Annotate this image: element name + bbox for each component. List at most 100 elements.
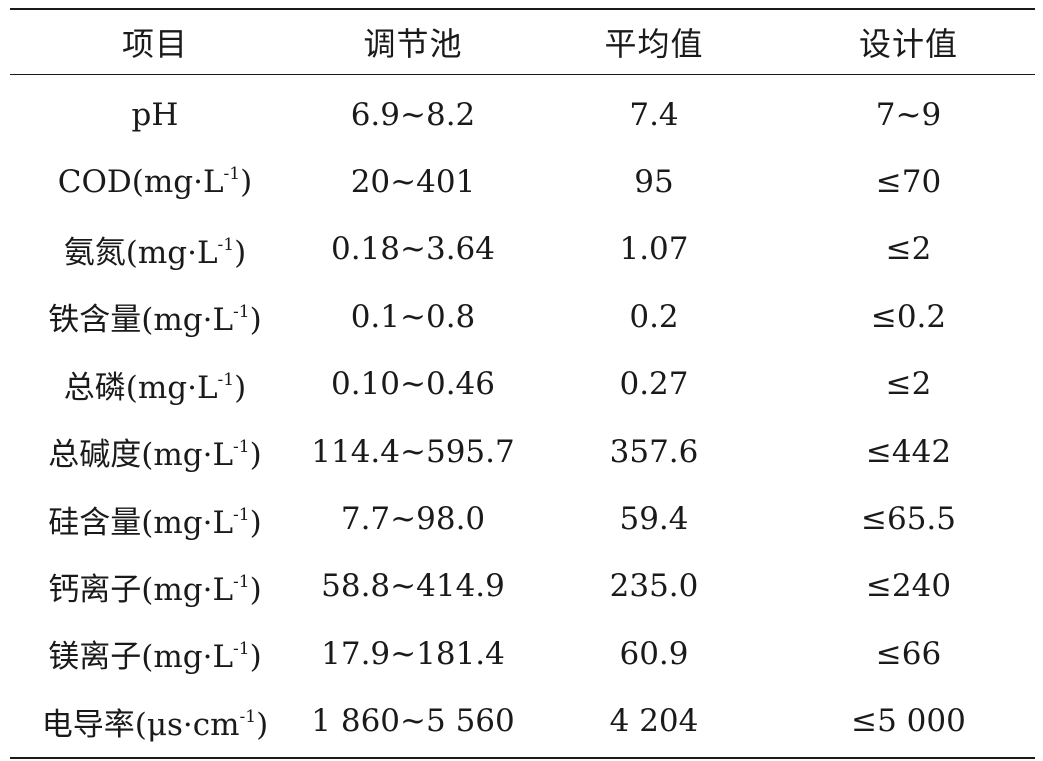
unit-exponent: -1: [233, 437, 250, 458]
unit-paren-open: (: [134, 706, 147, 743]
table-row: 电导率(μs·cm-1) 1 860~5 560 4 204 ≤5 000: [10, 688, 1035, 755]
design-cell: ≤0.2: [870, 298, 947, 335]
unit-exponent: -1: [223, 164, 241, 185]
design-cell: ≤66: [875, 635, 942, 672]
table-row: 钙离子(mg·L-1) 58.8~414.9 235.0 ≤240: [10, 553, 1035, 620]
unit-paren-close: ): [234, 234, 247, 271]
design-cell: ≤65.5: [861, 501, 956, 538]
average-cell: 357.6: [609, 433, 699, 470]
unit-paren-close: ): [249, 504, 262, 541]
pool-cell: 58.8~414.9: [321, 568, 505, 605]
item-unit: mg·L: [137, 234, 218, 271]
bottom-rule: [10, 756, 1035, 759]
average-cell: 60.9: [619, 635, 689, 672]
item-unit: mg·L: [143, 164, 224, 201]
header-design: 设计值: [858, 25, 958, 63]
unit-exponent: -1: [239, 706, 257, 727]
unit-paren-close: ): [249, 302, 262, 339]
item-name: 总碱度: [48, 437, 142, 474]
table-row: 铁含量(mg·L-1) 0.1~0.8 0.2 ≤0.2: [10, 283, 1035, 350]
table-header-row: 项目 调节池 平均值 设计值: [10, 10, 1035, 74]
water-quality-table: 项目 调节池 平均值 设计值 pH 6.9~8.2 7.4 7~9 COD(mg·L-1…: [10, 8, 1035, 759]
average-cell: 95: [634, 164, 674, 201]
unit-paren-open: (: [141, 571, 154, 608]
unit-paren-open: (: [141, 302, 154, 339]
item-cell: COD(mg·L-1): [10, 164, 300, 200]
item-name: 总磷: [63, 369, 126, 406]
unit-paren-open: (: [141, 437, 154, 474]
table-body: pH 6.9~8.2 7.4 7~9 COD(mg·L-1) 20~401 95 ≤70 氨氮(…: [10, 75, 1035, 757]
table-row: 氨氮(mg·L-1) 0.18~3.64 1.07 ≤2: [10, 216, 1035, 283]
design-cell: ≤5 000: [851, 703, 966, 740]
pool-cell: 6.9~8.2: [350, 96, 476, 133]
average-cell: 0.2: [629, 298, 679, 335]
design-cell: ≤70: [875, 164, 942, 201]
average-cell: 1.07: [619, 231, 689, 268]
item-cell: 总碱度(mg·L-1): [10, 429, 300, 474]
pool-cell: 1 860~5 560: [311, 703, 515, 740]
item-name: 电导率: [41, 706, 135, 743]
unit-paren-close: ): [256, 706, 269, 743]
unit-exponent: -1: [233, 572, 250, 593]
pool-cell: 17.9~181.4: [321, 635, 505, 672]
item-unit: μs·cm: [146, 706, 240, 743]
unit-paren-open: (: [125, 234, 138, 271]
table-row: 硅含量(mg·L-1) 7.7~98.0 59.4 ≤65.5: [10, 485, 1035, 552]
item-name: 镁离子: [48, 639, 142, 676]
design-cell: ≤2: [885, 366, 932, 403]
unit-paren-close: ): [249, 437, 262, 474]
pool-cell: 20~401: [350, 164, 476, 201]
header-pool: 调节池: [363, 25, 463, 63]
item-cell: 氨氮(mg·L-1): [10, 227, 300, 272]
item-unit: mg·L: [153, 302, 234, 339]
average-cell: 235.0: [609, 568, 699, 605]
unit-exponent: -1: [217, 235, 235, 256]
unit-exponent: -1: [233, 504, 250, 525]
item-unit: mg·L: [153, 437, 234, 474]
item-name: 钙离子: [48, 571, 142, 608]
header-item: 项目: [121, 25, 188, 63]
average-cell: 7.4: [629, 96, 679, 133]
unit-exponent: -1: [233, 302, 250, 323]
item-cell: 电导率(μs·cm-1): [10, 699, 300, 744]
average-cell: 0.27: [619, 366, 689, 403]
item-unit: mg·L: [153, 504, 234, 541]
item-name: 铁含量: [48, 302, 142, 339]
unit-paren-close: ): [249, 639, 262, 676]
table-row: 总磷(mg·L-1) 0.10~0.46 0.27 ≤2: [10, 351, 1035, 418]
design-cell: ≤240: [865, 568, 952, 605]
unit-paren-open: (: [125, 369, 138, 406]
pool-cell: 0.1~0.8: [350, 298, 476, 335]
pool-cell: 7.7~98.0: [340, 501, 486, 538]
item-cell: 镁离子(mg·L-1): [10, 631, 300, 676]
item-cell: pH: [10, 97, 300, 133]
average-cell: 59.4: [619, 501, 689, 538]
design-cell: 7~9: [875, 96, 942, 133]
table-row: 总碱度(mg·L-1) 114.4~595.7 357.6 ≤442: [10, 418, 1035, 485]
header-average: 平均值: [604, 25, 704, 63]
item-cell: 钙离子(mg·L-1): [10, 564, 300, 609]
table-row: pH 6.9~8.2 7.4 7~9: [10, 81, 1035, 148]
item-name: COD: [57, 164, 132, 201]
item-unit: mg·L: [153, 639, 234, 676]
design-cell: ≤2: [885, 231, 932, 268]
unit-paren-close: ): [240, 164, 253, 201]
unit-paren-open: (: [141, 504, 154, 541]
unit-paren-close: ): [249, 571, 262, 608]
table-row: COD(mg·L-1) 20~401 95 ≤70: [10, 148, 1035, 215]
header-rule: [10, 74, 1035, 75]
item-cell: 铁含量(mg·L-1): [10, 294, 300, 339]
unit-exponent: -1: [233, 639, 250, 660]
pool-cell: 0.18~3.64: [330, 231, 496, 268]
pool-cell: 114.4~595.7: [311, 433, 515, 470]
unit-paren-open: (: [141, 639, 154, 676]
item-unit: mg·L: [137, 369, 218, 406]
unit-exponent: -1: [217, 369, 235, 390]
pool-cell: 0.10~0.46: [330, 366, 496, 403]
item-name: 氨氮: [63, 234, 126, 271]
top-rule: [10, 8, 1035, 10]
item-name: 硅含量: [48, 504, 142, 541]
table-row: 镁离子(mg·L-1) 17.9~181.4 60.9 ≤66: [10, 620, 1035, 687]
item-cell: 硅含量(mg·L-1): [10, 497, 300, 542]
unit-paren-open: (: [131, 164, 144, 201]
